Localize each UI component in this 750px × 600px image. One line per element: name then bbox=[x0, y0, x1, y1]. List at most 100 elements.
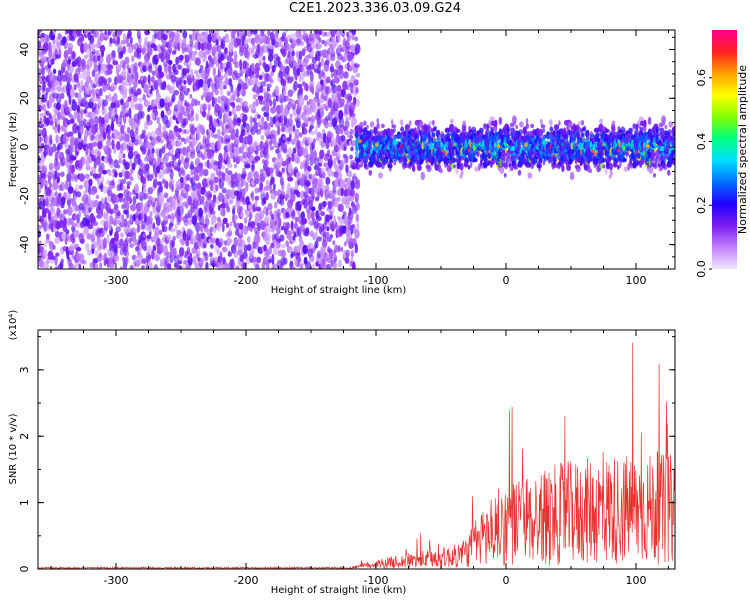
heatmap-cell bbox=[58, 48, 62, 59]
heatmap-cell bbox=[281, 79, 287, 87]
heatmap-cell bbox=[223, 30, 228, 33]
heatmap-cell bbox=[118, 42, 123, 48]
heatmap-cell bbox=[330, 63, 334, 73]
heatmap-cell bbox=[57, 33, 62, 40]
heatmap-cell bbox=[105, 202, 111, 213]
heatmap-cell bbox=[256, 256, 262, 264]
heatmap-cell bbox=[128, 78, 132, 87]
heatmap-cell bbox=[381, 123, 385, 129]
heatmap-cell bbox=[234, 50, 238, 61]
heatmap-cell bbox=[345, 116, 349, 124]
heatmap-cell bbox=[124, 236, 129, 247]
heatmap-cell bbox=[178, 93, 185, 102]
heatmap-cell bbox=[137, 103, 143, 112]
heatmap-cell bbox=[254, 30, 258, 35]
heatmap-cell bbox=[286, 222, 290, 230]
heatmap-cell bbox=[50, 206, 56, 216]
heatmap-cell bbox=[326, 76, 331, 84]
heatmap-cell bbox=[256, 234, 261, 244]
heatmap-cell bbox=[121, 141, 128, 151]
heatmap-cell bbox=[38, 30, 42, 33]
heatmap-cell bbox=[300, 211, 305, 220]
heatmap-cell bbox=[313, 231, 318, 238]
heatmap-cell bbox=[176, 140, 182, 147]
heatmap-cell bbox=[387, 163, 393, 169]
heatmap-cell bbox=[88, 184, 92, 195]
heatmap-cell bbox=[275, 241, 281, 249]
heatmap-cell bbox=[75, 184, 80, 193]
heatmap-cell bbox=[148, 231, 152, 236]
heatmap-cell bbox=[70, 243, 76, 250]
heatmap-cell bbox=[107, 256, 114, 265]
heatmap-cell bbox=[65, 30, 69, 34]
heatmap-cell bbox=[68, 72, 73, 82]
heatmap-cell bbox=[338, 159, 344, 171]
heatmap-cell bbox=[112, 129, 118, 135]
heatmap-cell bbox=[199, 124, 205, 133]
heatmap-cell bbox=[525, 123, 529, 129]
heatmap-cell bbox=[227, 251, 233, 257]
heatmap-cell bbox=[182, 68, 187, 76]
heatmap-cell bbox=[116, 30, 123, 36]
heatmap-cell bbox=[87, 31, 92, 41]
heatmap-cell bbox=[301, 65, 307, 72]
heatmap-cell bbox=[271, 224, 275, 233]
heatmap-cell bbox=[245, 62, 250, 68]
heatmap-cell bbox=[90, 149, 96, 155]
heatmap-cell bbox=[219, 158, 226, 164]
heatmap-cell bbox=[349, 154, 353, 160]
heatmap-cell bbox=[336, 152, 341, 161]
heatmap-cell bbox=[337, 92, 342, 100]
heatmap-cell bbox=[114, 106, 118, 115]
heatmap-cell bbox=[247, 171, 253, 181]
heatmap-cell bbox=[125, 256, 129, 265]
heatmap-cell bbox=[291, 152, 295, 163]
heatmap-cell bbox=[330, 50, 336, 58]
heatmap-cell bbox=[264, 214, 270, 225]
heatmap-cell bbox=[281, 167, 286, 173]
heatmap-cell bbox=[253, 82, 258, 94]
heatmap-cell bbox=[268, 75, 273, 82]
heatmap-cell bbox=[42, 42, 49, 52]
heatmap-cell bbox=[70, 88, 76, 98]
heatmap-cell bbox=[439, 168, 443, 174]
heatmap-cell bbox=[274, 219, 278, 226]
heatmap-cell bbox=[238, 78, 243, 84]
heatmap-cell bbox=[239, 30, 244, 33]
heatmap-cell bbox=[210, 237, 217, 244]
heatmap-cell bbox=[393, 127, 396, 133]
heatmap-cell bbox=[217, 96, 222, 104]
heatmap-cell bbox=[111, 178, 115, 187]
heatmap-cell bbox=[186, 246, 191, 255]
heatmap-cell bbox=[259, 181, 264, 191]
heatmap-cell bbox=[147, 21, 151, 30]
heatmap-cell bbox=[296, 67, 301, 76]
heatmap-cell bbox=[186, 136, 191, 144]
heatmap-cell bbox=[230, 188, 235, 195]
heatmap-cell bbox=[299, 132, 303, 138]
heatmap-cell bbox=[181, 128, 185, 135]
heatmap-cell bbox=[142, 233, 147, 238]
heatmap-cell bbox=[298, 30, 302, 36]
heatmap-cell bbox=[68, 181, 72, 191]
heatmap-cell bbox=[108, 30, 114, 33]
heatmap-cell bbox=[246, 122, 250, 133]
heatmap-cell bbox=[298, 50, 303, 60]
heatmap-cell bbox=[114, 231, 119, 242]
heatmap-cell bbox=[229, 238, 233, 244]
heatmap-cell bbox=[219, 251, 223, 258]
heatmap-cell bbox=[307, 116, 311, 122]
heatmap-cell bbox=[227, 162, 233, 169]
heatmap-cell bbox=[53, 180, 59, 191]
heatmap-cell bbox=[179, 247, 185, 257]
heatmap-cell bbox=[76, 191, 82, 198]
heatmap-cell bbox=[229, 221, 233, 227]
heatmap-cell bbox=[302, 71, 308, 77]
heatmap-cell bbox=[142, 94, 146, 101]
heatmap-cell bbox=[338, 109, 344, 120]
heatmap-cell bbox=[65, 160, 71, 169]
heatmap-cell bbox=[138, 97, 143, 103]
heatmap-cell bbox=[43, 115, 47, 125]
heatmap-cell bbox=[218, 109, 223, 120]
heatmap-cell bbox=[295, 50, 300, 58]
